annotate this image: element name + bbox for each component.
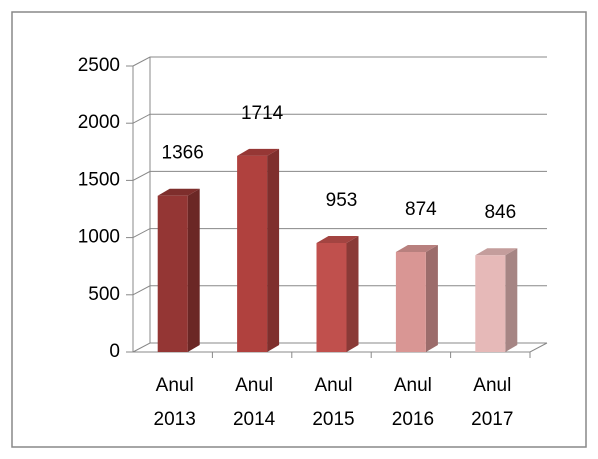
bar-side — [346, 235, 359, 352]
data-label: 1366 — [162, 143, 204, 164]
bar-top — [475, 248, 518, 256]
y-tick-label: 2500 — [78, 55, 120, 76]
bar-front — [316, 242, 347, 352]
y-tick-label: 2000 — [78, 112, 120, 133]
data-label: 874 — [405, 199, 437, 220]
bar-front — [475, 255, 506, 352]
bar — [316, 235, 359, 352]
x-tick-label: Anul 2016 — [391, 375, 435, 430]
y-tick-label: 0 — [109, 341, 120, 362]
bar-top — [316, 235, 359, 243]
data-label: 953 — [326, 190, 358, 211]
data-label: 1714 — [241, 103, 284, 124]
bar-side — [267, 148, 280, 352]
x-tick-label: Anul 2017 — [471, 375, 514, 430]
y-tick-label: 1000 — [78, 227, 120, 248]
bar-front — [157, 195, 188, 352]
y-tick-label: 500 — [88, 284, 120, 305]
bar-side — [187, 188, 200, 352]
data-label: 846 — [484, 202, 516, 223]
bar — [395, 245, 438, 352]
bar — [475, 248, 518, 352]
y-tick-label: 1500 — [78, 169, 120, 190]
bar-front — [237, 155, 268, 352]
x-tick-label: Anul 2015 — [312, 375, 355, 430]
grid-line — [132, 113, 547, 124]
bar-side — [425, 245, 438, 352]
bar-top — [237, 148, 280, 156]
grid-line — [132, 228, 547, 239]
bar-top — [157, 188, 200, 196]
bar-side — [505, 248, 518, 352]
bar-top — [395, 245, 438, 253]
x-tick-label: Anul 2014 — [232, 375, 276, 430]
bar — [157, 188, 200, 352]
grid-line — [132, 56, 547, 67]
x-tick-label: Anul 2013 — [153, 375, 196, 430]
grid-line — [132, 170, 547, 181]
bar — [237, 148, 280, 352]
chart-border — [11, 11, 587, 448]
bar-front — [395, 252, 426, 352]
